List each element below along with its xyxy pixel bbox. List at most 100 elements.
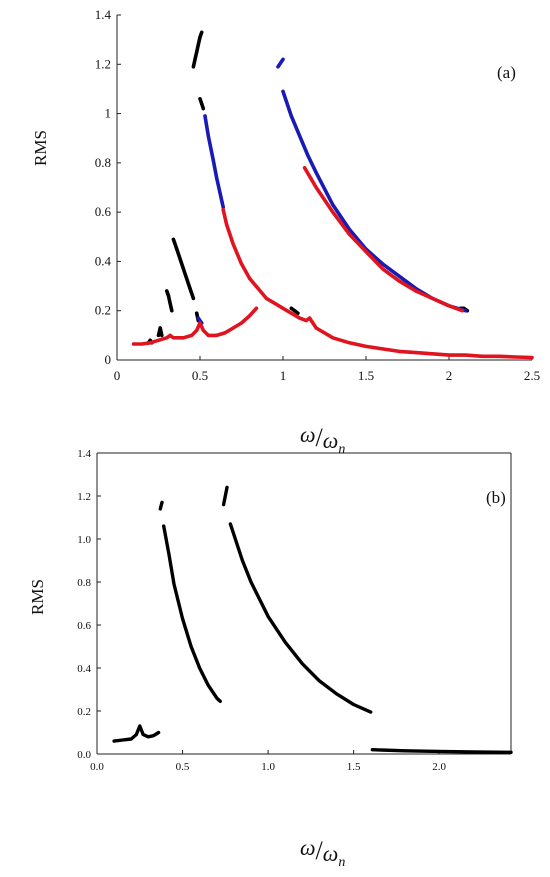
panel-a-data-point [181, 336, 185, 340]
panel-a-data-point [156, 338, 161, 342]
panel-a-y-tick-label: 0.8 [95, 155, 111, 170]
panel-b-data-point [215, 696, 219, 700]
panel-a-data-point [168, 301, 172, 305]
panel-b-data-point [157, 731, 161, 734]
panel-a-data-point [414, 351, 418, 355]
panel-b-data-point [222, 503, 226, 506]
panel-a-data-point [165, 289, 169, 293]
panel-a-branch [281, 89, 468, 313]
panel-a-data-point [289, 306, 293, 310]
panel-a-data-point [160, 333, 164, 337]
panel-b-y-tick-label: 0.4 [77, 663, 91, 675]
panel-b-data-point [437, 750, 441, 753]
panel-b-branch [162, 524, 222, 703]
panel-a-series-1 [196, 57, 468, 325]
panel-b-data-point [403, 749, 407, 753]
panel-a-data-point [221, 208, 225, 212]
panel-a-data-point [195, 311, 199, 315]
panel-a-data-point [168, 333, 172, 337]
panel-b-y-axis-label: RMS [28, 579, 47, 615]
panel-a-x-axis-label: ω/ωn [300, 422, 345, 457]
panel-a-data-point [178, 257, 182, 261]
panel-a-data-point [198, 97, 202, 101]
panel-b-data-point [189, 645, 193, 648]
panel-a-data-point [185, 277, 189, 281]
panel-a-data-point [460, 309, 464, 313]
panel-b-data-point [141, 733, 145, 736]
panel-a-data-point [276, 65, 280, 69]
panel-a-data-point [303, 166, 307, 170]
panel-a-data-point [203, 114, 207, 118]
panel-a-y-tick-label: 1 [105, 106, 112, 121]
panel-b-data-point [158, 507, 162, 511]
panel-a-data-point [530, 355, 534, 360]
panel-a-data-point [347, 232, 351, 236]
panel-b-data-point [318, 679, 321, 683]
panel-a-data-point [306, 153, 310, 158]
panel-a-y-tick-label: 0 [105, 352, 112, 367]
panel-a-data-point [206, 333, 210, 337]
panel-a-data-point [171, 237, 175, 241]
panel-a-data-point [381, 267, 385, 271]
panel-b-y-tick-label: 1.4 [77, 448, 91, 460]
panel-a-xlabel-omega: ω [300, 422, 316, 447]
panel-b-data-point [121, 738, 125, 742]
panel-a-xlabel-subscript: n [338, 442, 345, 457]
panel-a-data-point [381, 347, 385, 351]
panel-b-data-point [229, 522, 232, 526]
panel-a-data-point [195, 328, 199, 332]
panel-a-data-point [221, 205, 225, 209]
panel-a-data-point [195, 50, 199, 54]
panel-b-data-point [249, 580, 253, 584]
panel-a-data-point [279, 60, 283, 64]
panel-a-data-point [231, 242, 235, 246]
panel-a-data-point [281, 89, 285, 93]
panel-a-data-point [231, 326, 235, 330]
panel-a-x-tick-label: 2 [446, 368, 453, 383]
panel-a-label: (a) [497, 63, 516, 82]
panel-b-data-point [198, 666, 202, 670]
panel-b-x-axis-label: ω/ωn [300, 835, 345, 870]
panel-a-data-point [175, 247, 179, 251]
panel-a-data-point [239, 321, 244, 325]
panel-b-xlabel-subscript: n [338, 855, 345, 870]
panel-a-data-point [190, 333, 194, 337]
panel-a-chart: (a) RMS ω/ωn 00.20.40.60.811.21.40 0.5 1 1.… [31, 7, 540, 457]
panel-b-data-point [134, 733, 138, 736]
panel-a-y-tick-label: 1.4 [95, 7, 112, 22]
panel-a-data-point [304, 319, 308, 323]
panel-a-data-point [193, 57, 197, 62]
panel-a-data-point [364, 250, 368, 254]
panel-b-data-point [509, 750, 513, 754]
panel-b-label: (b) [486, 488, 506, 507]
panel-a-branch [203, 114, 225, 209]
panel-a-data-point [464, 353, 468, 357]
panel-a-data-point [314, 326, 318, 330]
panel-a-data-point [201, 328, 205, 332]
panel-a-xlabel-slash: / [316, 423, 324, 452]
panel-b-data-point [181, 617, 184, 620]
panel-b-x-tick-label: 0.0 [90, 761, 104, 773]
panel-a-data-point [331, 210, 335, 214]
panel-b-x-tick-label: 1.0 [261, 761, 275, 773]
panel-a-data-point [215, 333, 219, 337]
panel-a-data-point [480, 354, 484, 358]
panel-a-data-point [198, 321, 202, 325]
panel-a-data-point [156, 333, 161, 337]
panel-b-data-point [369, 710, 373, 714]
panel-a-data-point [196, 43, 200, 47]
panel-b-data-point [266, 615, 270, 618]
panel-b-data-point [371, 748, 374, 752]
panel-a-data-point [281, 306, 285, 310]
panel-a-data-point [397, 274, 401, 278]
panel-b-x-tick-label: 0.5 [176, 761, 190, 773]
panel-a-branch [307, 316, 534, 360]
panel-a-data-point [215, 176, 219, 180]
panel-b-data-point [335, 692, 338, 696]
panel-b-data-point [129, 737, 133, 741]
panel-b-axes: 0.0 0.2 0.4 0.6 0.8 1.0 1.2 1.4 0.0 0.5 1.0 1.5 2.0 [77, 448, 512, 773]
panel-b-data-point [146, 735, 150, 739]
panel-a-data-point [298, 134, 302, 138]
panel-a-data-point [331, 203, 335, 207]
